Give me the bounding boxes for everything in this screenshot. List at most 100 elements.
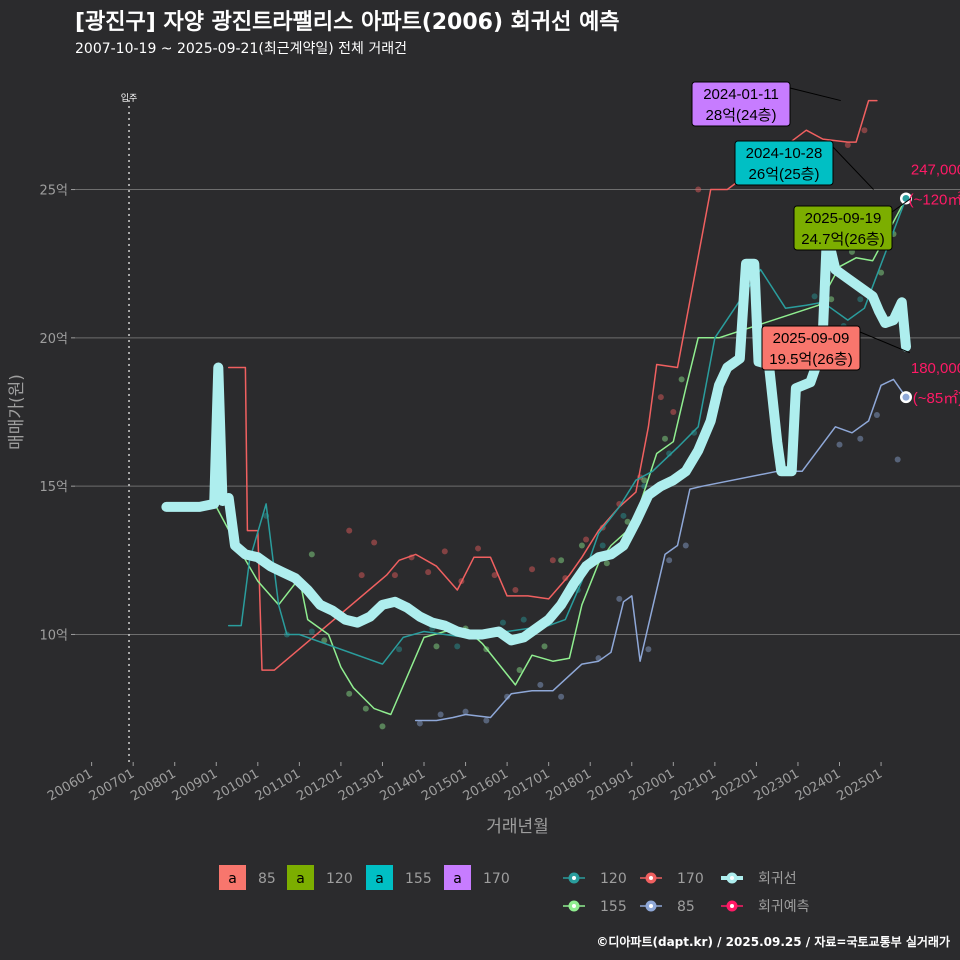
scatter-point-1-1 [321, 637, 328, 644]
scatter-point-3-14 [873, 411, 880, 418]
callout-date-2: 2025-09-19 [805, 210, 882, 227]
scatter-point-1-13 [624, 518, 631, 525]
callout-labels: 247,000 (~120㎡) 180,000 (~85㎡) 2024-01-11 28억… [691, 81, 960, 407]
legend-line-text-회귀예측: 회귀예측 [758, 899, 810, 915]
callout-box-1 [734, 140, 834, 186]
x-tick-label-201801: 201801 [544, 766, 594, 804]
scatter-point-3-1 [437, 711, 444, 718]
legend-line-text-120: 120 [600, 871, 627, 887]
scatter-point-0-0 [346, 527, 353, 534]
x-axis-title: 거래년월 [486, 817, 549, 837]
x-tick-label-201001: 201001 [211, 766, 261, 804]
y-tick-label-10억: 10억 [39, 628, 68, 643]
prediction-value-1: 180,000 [911, 360, 960, 377]
x-tick-label-200601: 200601 [45, 766, 95, 804]
callout-leader-2 [891, 198, 912, 213]
scatter-point-0-5 [425, 569, 432, 576]
legend-label-glyph-155: a [375, 871, 384, 887]
scatter-point-0-18 [657, 394, 664, 401]
callout-date-0: 2024-01-11 [703, 86, 779, 103]
callout-box-2 [793, 205, 893, 251]
legend-line-center-회귀예측 [730, 904, 734, 908]
scatter-point-0-9 [491, 572, 498, 579]
x-tick-label-202301: 202301 [751, 766, 801, 804]
legend-label-text-120: 120 [326, 871, 353, 887]
callout-price-3: 19.5억(26층) [769, 351, 852, 368]
legend-line-center-회귀선 [730, 876, 734, 880]
scatter-point-3-3 [483, 717, 490, 724]
scatter-point-0-23 [844, 142, 851, 149]
scatter-point-0-12 [549, 557, 556, 564]
scatter-point-2-2 [308, 628, 315, 635]
legend-label-text-85: 85 [258, 871, 276, 887]
scatter-point-1-14 [641, 477, 648, 484]
prediction-marker-1 [902, 393, 910, 401]
legend-line-text-회귀선: 회귀선 [758, 871, 797, 887]
callout-price-0: 28억(24층) [706, 107, 777, 124]
scatter-point-0-6 [441, 548, 448, 555]
legend-label-glyph-120: a [296, 871, 305, 887]
series-line-170 [227, 99, 878, 671]
x-tick-label-202501: 202501 [835, 766, 885, 804]
prediction-value-0: 247,000 [911, 161, 960, 178]
x-tick-label-200901: 200901 [170, 766, 220, 804]
source-caption: ©디아파트(dapt.kr) / 2025.09.25 / 자료=국토교통부 실… [596, 935, 950, 949]
scatter-point-3-11 [682, 542, 689, 549]
legend-line-text-155: 155 [600, 899, 627, 915]
scatter-point-1-9 [541, 643, 548, 650]
scatter-point-1-8 [516, 667, 523, 674]
callout-leader-1 [832, 146, 874, 190]
scatter-point-1-2 [346, 690, 353, 697]
legend-label-text-155: 155 [405, 871, 432, 887]
callout-price-2: 24.7억(26층) [801, 231, 884, 248]
scatter-point-3-9 [645, 646, 652, 653]
series-line-회귀선 [161, 229, 911, 646]
scatter-point-3-12 [836, 441, 843, 448]
scatter-point-3-15 [894, 456, 901, 463]
scatter-point-2-12 [620, 512, 627, 519]
x-tick-label-201501: 201501 [419, 766, 469, 804]
y-tick-label-15억: 15억 [39, 480, 68, 495]
scatter-point-3-5 [537, 681, 544, 688]
scatter-point-1-15 [662, 435, 668, 442]
legend-label-glyph-170: a [453, 871, 462, 887]
legend-line-center-155 [572, 904, 576, 908]
legend: a 85 a 120 a 155 a 170 120 170 회귀선 155 85 회귀예측 [219, 865, 810, 915]
scatter-point-2-7 [499, 619, 506, 626]
x-tick-label-202101: 202101 [668, 766, 718, 804]
legend-label-glyph-85: a [228, 871, 237, 887]
scatter-point-1-16 [678, 376, 685, 383]
x-tick-label-202201: 202201 [710, 766, 760, 804]
x-tick-label-201401: 201401 [378, 766, 428, 804]
chart-subtitle: 2007-10-19 ~ 2025-09-21(최근계약일) 전체 거래건 [75, 41, 407, 57]
callout-leader-3 [859, 331, 910, 354]
scatter-point-3-8 [616, 595, 623, 602]
x-tick-label-200701: 200701 [87, 766, 137, 804]
scatter-point-0-2 [371, 539, 378, 546]
series-line-155 [194, 197, 907, 716]
scatter-point-2-18 [857, 296, 864, 303]
scatter-point-0-19 [670, 409, 677, 415]
scatter-point-0-20 [695, 186, 702, 193]
x-tick-label-201601: 201601 [461, 766, 511, 804]
legend-line-center-170 [649, 876, 653, 880]
scatter-point-0-24 [861, 127, 868, 134]
scatter-point-1-12 [603, 560, 610, 567]
move-in-label: 입주 [121, 92, 138, 104]
scatter-point-2-11 [599, 542, 606, 549]
scatter-point-2-15 [691, 429, 698, 436]
scatter-point-1-5 [433, 643, 440, 650]
scatter-point-1-11 [578, 542, 585, 549]
series-lines [161, 99, 911, 722]
scatter-point-1-3 [362, 705, 369, 712]
legend-label-swatch-120 [287, 865, 314, 890]
callout-box-0 [691, 81, 791, 127]
scatter-point-3-4 [504, 693, 511, 700]
x-tick-label-201901: 201901 [585, 766, 635, 804]
scatter-point-2-3 [396, 646, 403, 653]
legend-line-text-85: 85 [677, 899, 695, 915]
y-tick-label-20억: 20억 [39, 332, 68, 347]
scatter-point-3-10 [666, 557, 673, 564]
callout-leader-0 [789, 87, 841, 102]
